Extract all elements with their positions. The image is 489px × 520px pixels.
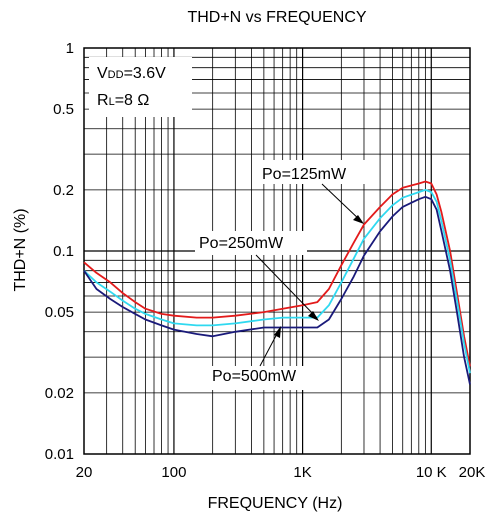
- y-tick-label: 0.01: [45, 446, 74, 463]
- label-box-500mw: [207, 366, 327, 390]
- vdd-symbol: V: [97, 65, 108, 82]
- arrow-head-250mw: [308, 311, 319, 321]
- y-tick-label: 0.5: [53, 101, 74, 118]
- chart-title: THD+N vs FREQUENCY: [187, 9, 366, 26]
- arrow-line-125mw: [321, 183, 363, 223]
- series-line-3: [83, 195, 471, 385]
- rl-symbol: R: [97, 92, 109, 109]
- series-line-2: [83, 188, 471, 374]
- x-tick-label: 20K: [459, 464, 486, 481]
- arrow-line-500mw: [259, 329, 280, 367]
- y-tick-label: 1: [66, 40, 74, 57]
- y-tick-label: 0.05: [45, 304, 74, 321]
- rl-subscript: L: [109, 96, 115, 108]
- label-po-250mw: Po=250mW: [199, 235, 284, 252]
- x-tick-label: 1K: [293, 464, 311, 481]
- x-tick-label: 10 K: [416, 464, 447, 481]
- arrow-line-250mw: [255, 254, 318, 319]
- label-box-250mw: [195, 231, 307, 255]
- series-layer: [83, 180, 471, 385]
- x-tick-label: 100: [161, 464, 186, 481]
- label-po-125mw: Po=125mW: [262, 166, 347, 183]
- y-axis-label: THD+N (%): [12, 208, 29, 291]
- x-tick-label: 20: [76, 464, 93, 481]
- vdd-value: =3.6V: [124, 65, 167, 82]
- label-box-125mw: [258, 160, 368, 184]
- plot-frame: [83, 47, 471, 455]
- vdd-condition: VDD=3.6V: [97, 65, 166, 82]
- label-po-500mw: Po=500mW: [212, 368, 297, 385]
- y-tick-labels: 0.01 0.02 0.05 0.1 0.2 0.5 1: [45, 40, 74, 463]
- rl-condition: RL=8 Ω: [97, 92, 149, 109]
- arrow-head-500mw: [274, 326, 281, 338]
- x-tick-labels: 20 100 1K 10 K 20K: [76, 464, 486, 481]
- vdd-subscript: DD: [108, 69, 124, 81]
- series-line-1: [83, 180, 471, 367]
- y-tick-label: 0.2: [53, 182, 74, 199]
- x-axis-label: FREQUENCY (Hz): [208, 495, 343, 512]
- rl-value: =8 Ω: [115, 92, 150, 109]
- arrow-head-125mw: [353, 215, 364, 224]
- y-tick-label: 0.02: [45, 385, 74, 402]
- series-annotations: Po=125mW Po=250mW Po=500mW: [195, 160, 368, 390]
- conditions-box: [89, 57, 192, 117]
- y-tick-label: 0.1: [53, 243, 74, 260]
